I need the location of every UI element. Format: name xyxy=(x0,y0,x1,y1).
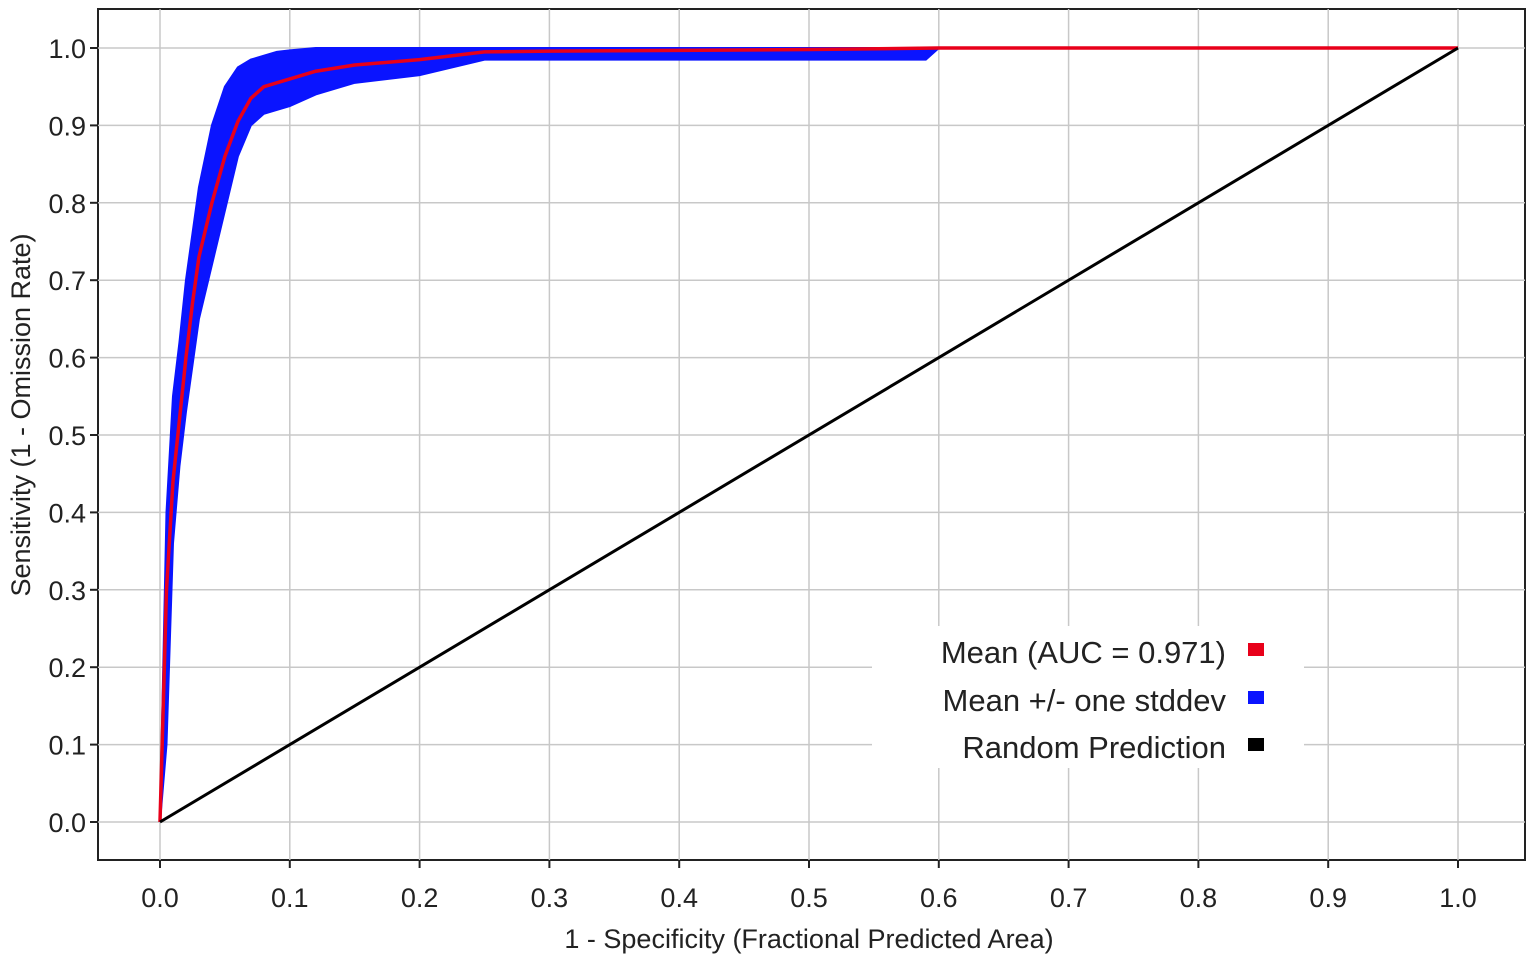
legend-label-random: Random Prediction xyxy=(962,730,1226,765)
x-tick-label: 0.7 xyxy=(1050,883,1088,913)
y-tick-label: 0.7 xyxy=(48,266,86,296)
y-tick-label: 0.8 xyxy=(48,189,86,219)
x-tick-label: 0.9 xyxy=(1309,883,1347,913)
x-tick-label: 0.5 xyxy=(790,883,828,913)
y-tick-label: 0.4 xyxy=(48,498,86,528)
legend-swatch-mean xyxy=(1248,643,1264,656)
y-axis-label: Sensitivity (1 - Omission Rate) xyxy=(6,233,36,596)
y-tick-label: 0.1 xyxy=(48,731,86,761)
legend-background xyxy=(872,626,1304,768)
y-tick-label: 0.9 xyxy=(48,111,86,141)
x-tick-label: 0.1 xyxy=(271,883,309,913)
x-tick-label: 0.4 xyxy=(660,883,698,913)
x-tick-label: 1.0 xyxy=(1439,883,1477,913)
series-line-random xyxy=(159,46,1459,824)
x-tick-label: 0.3 xyxy=(531,883,569,913)
x-tick-label: 0.8 xyxy=(1180,883,1218,913)
y-tick-label: 0.5 xyxy=(48,421,86,451)
series-line-mean xyxy=(158,46,1458,823)
x-axis-label: 1 - Specificity (Fractional Predicted Ar… xyxy=(564,924,1053,954)
y-tick-label: 0.0 xyxy=(48,808,86,838)
legend-swatch-random xyxy=(1248,738,1264,751)
y-tick-label: 0.6 xyxy=(48,344,86,374)
legend-swatch-stddev xyxy=(1248,691,1264,704)
y-tick-label: 0.3 xyxy=(48,576,86,606)
x-tick-label: 0.2 xyxy=(401,883,439,913)
series-band-stddev xyxy=(159,47,1458,823)
series-layer xyxy=(158,46,1459,824)
y-tick-label: 0.2 xyxy=(48,653,86,683)
x-tick-label: 0.6 xyxy=(920,883,958,913)
x-tick-label: 0.0 xyxy=(141,883,179,913)
axis-ticks: 0.0 0.1 0.2 0.3 0.4 0.5 0.6 0.7 0.8 0.9 1.0 0.0 0.1 0… xyxy=(48,34,1476,913)
legend: Mean (AUC = 0.971) Mean +/- one stddev R… xyxy=(872,626,1304,768)
legend-label-mean: Mean (AUC = 0.971) xyxy=(941,635,1226,670)
y-tick-label: 1.0 xyxy=(48,34,86,64)
legend-label-stddev: Mean +/- one stddev xyxy=(943,683,1227,718)
